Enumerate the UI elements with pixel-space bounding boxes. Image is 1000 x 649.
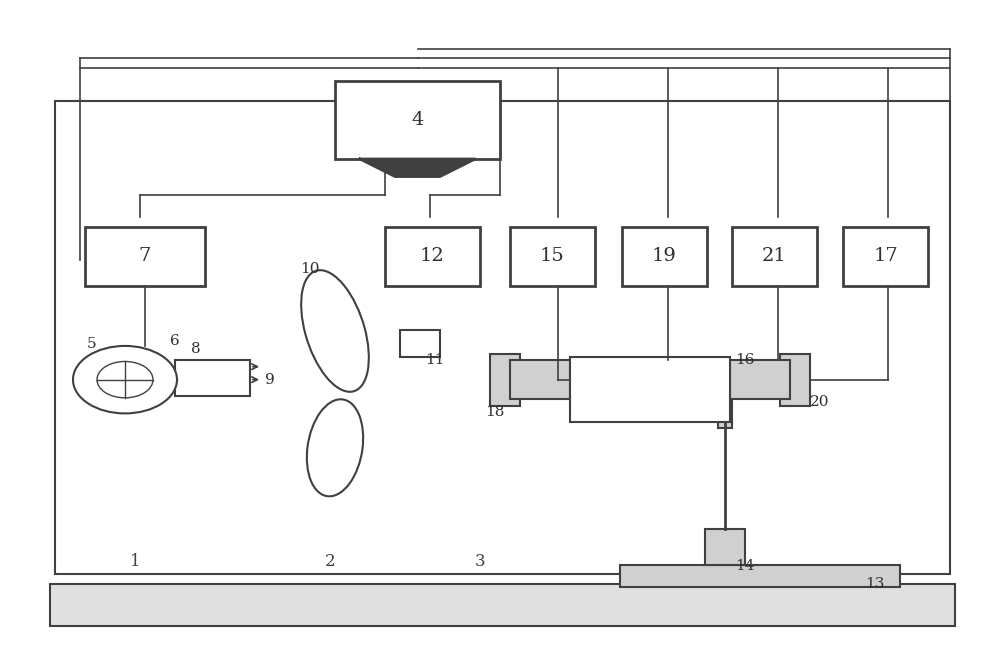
FancyBboxPatch shape <box>385 227 480 286</box>
FancyBboxPatch shape <box>50 584 955 626</box>
Text: 16: 16 <box>735 353 755 367</box>
FancyBboxPatch shape <box>730 360 790 399</box>
Bar <box>257 107 452 571</box>
FancyBboxPatch shape <box>400 330 440 357</box>
FancyBboxPatch shape <box>85 227 205 286</box>
Text: 1: 1 <box>130 553 140 570</box>
Polygon shape <box>360 159 475 177</box>
Text: 3: 3 <box>475 553 485 570</box>
FancyBboxPatch shape <box>510 227 595 286</box>
Text: 10: 10 <box>300 262 320 276</box>
Text: 6: 6 <box>170 334 180 348</box>
FancyBboxPatch shape <box>780 354 810 406</box>
FancyBboxPatch shape <box>335 81 500 159</box>
FancyBboxPatch shape <box>620 565 900 587</box>
FancyBboxPatch shape <box>622 227 707 286</box>
Bar <box>452 107 944 571</box>
FancyBboxPatch shape <box>55 101 950 574</box>
FancyBboxPatch shape <box>490 354 520 406</box>
FancyBboxPatch shape <box>843 227 928 286</box>
Text: 15: 15 <box>540 247 565 265</box>
Text: 2: 2 <box>325 553 335 570</box>
Circle shape <box>73 346 177 413</box>
Text: 8: 8 <box>191 341 201 356</box>
Text: 5: 5 <box>87 337 97 351</box>
FancyBboxPatch shape <box>718 363 732 428</box>
Text: 21: 21 <box>762 247 787 265</box>
Text: 18: 18 <box>485 405 505 419</box>
Text: 4: 4 <box>412 111 424 129</box>
Text: 19: 19 <box>652 247 677 265</box>
FancyBboxPatch shape <box>510 360 570 399</box>
FancyBboxPatch shape <box>732 227 817 286</box>
Text: 14: 14 <box>735 559 755 573</box>
Text: 17: 17 <box>873 247 898 265</box>
Text: 20: 20 <box>810 395 830 410</box>
Text: 11: 11 <box>425 353 445 367</box>
FancyBboxPatch shape <box>175 360 250 396</box>
Text: 12: 12 <box>420 247 444 265</box>
FancyBboxPatch shape <box>570 357 730 422</box>
Bar <box>62 107 257 571</box>
Text: 9: 9 <box>265 373 275 387</box>
Text: 7: 7 <box>139 247 151 265</box>
Text: 13: 13 <box>865 577 885 591</box>
FancyBboxPatch shape <box>705 529 745 565</box>
